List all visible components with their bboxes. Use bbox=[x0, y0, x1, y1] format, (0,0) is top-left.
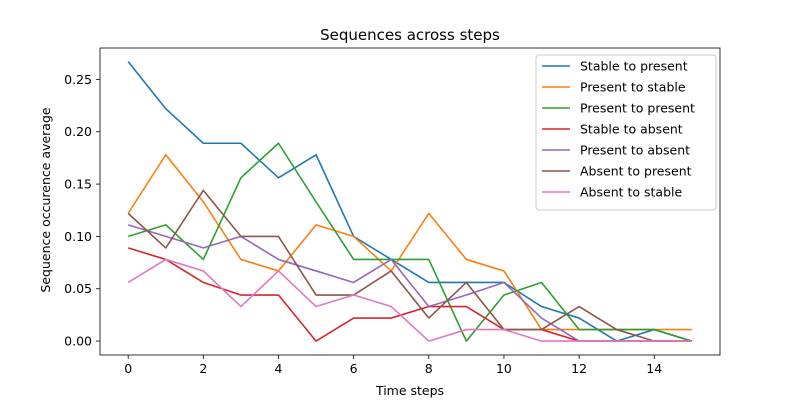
y-tick-label: 0.20 bbox=[64, 124, 92, 139]
x-tick-label: 14 bbox=[646, 361, 662, 376]
x-tick-label: 10 bbox=[496, 361, 512, 376]
legend-label: Stable to absent bbox=[580, 122, 683, 137]
y-axis-label: Sequence occurence average bbox=[38, 107, 53, 292]
y-tick-label: 0.05 bbox=[64, 281, 92, 296]
x-tick-label: 6 bbox=[350, 361, 358, 376]
y-tick-label: 0.15 bbox=[64, 177, 92, 192]
x-tick-label: 12 bbox=[571, 361, 587, 376]
legend-label: Present to stable bbox=[580, 80, 686, 95]
series-line-present-to-present bbox=[127, 142, 693, 342]
x-tick-label: 2 bbox=[199, 361, 207, 376]
legend-label: Absent to present bbox=[580, 164, 692, 179]
legend: Stable to present Present to stable Presen… bbox=[535, 54, 717, 211]
legend-label: Present to absent bbox=[580, 143, 690, 158]
legend-label: Absent to stable bbox=[580, 185, 682, 200]
chart-title: Sequences across steps bbox=[320, 26, 500, 44]
legend-box bbox=[535, 54, 717, 211]
series-line-absent-to-stable bbox=[127, 258, 692, 342]
series-line-absent-to-present bbox=[127, 189, 692, 342]
plot-area: 0 2 4 6 8 10 12 14 0.00 0.05 0.10 0.15 0.20 0.25 bbox=[64, 47, 721, 376]
y-tick-label: 0.25 bbox=[64, 72, 92, 87]
axes-frame bbox=[99, 47, 721, 356]
legend-label: Stable to present bbox=[580, 59, 688, 74]
x-tick-label: 4 bbox=[275, 361, 283, 376]
x-tick-label: 0 bbox=[124, 361, 132, 376]
legend-label: Present to present bbox=[580, 101, 695, 116]
y-tick-label: 0.10 bbox=[64, 229, 92, 244]
x-axis-label: Time steps bbox=[375, 383, 444, 398]
x-tick-label: 8 bbox=[425, 361, 433, 376]
y-tick-label: 0.00 bbox=[64, 334, 92, 349]
